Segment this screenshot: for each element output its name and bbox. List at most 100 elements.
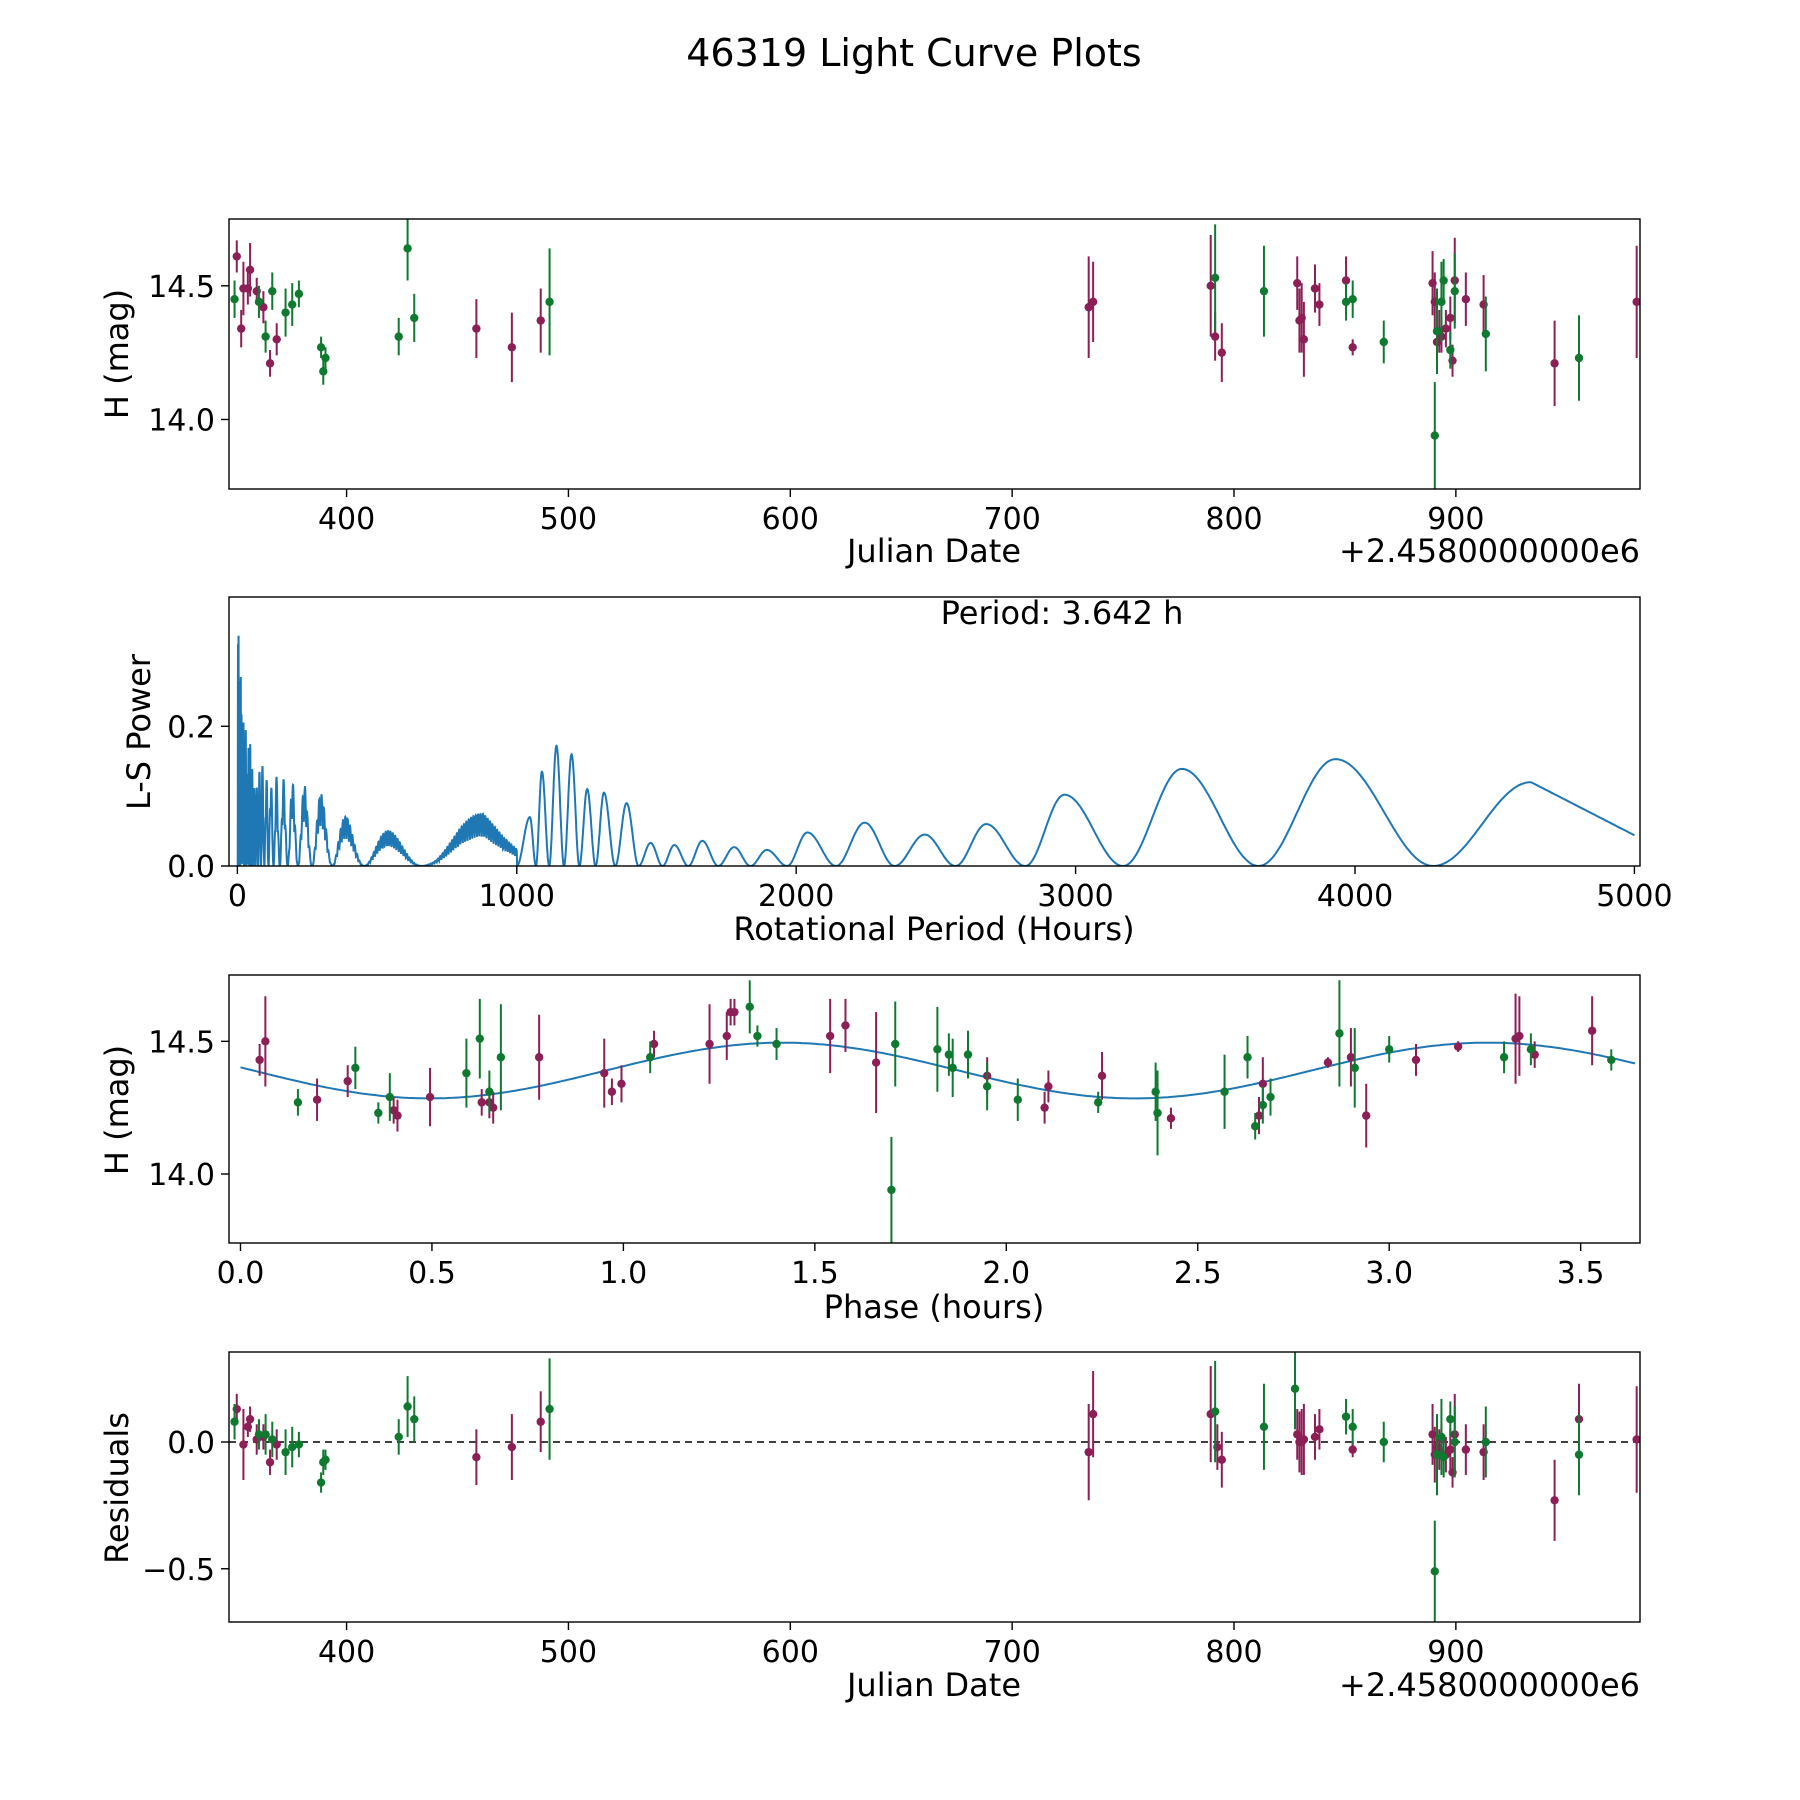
y-tick-label: 14.0 (148, 403, 215, 438)
data-point (425, 1092, 435, 1102)
data-point (1348, 294, 1357, 304)
data-point (385, 1092, 395, 1102)
data-point (1348, 1422, 1357, 1431)
data-point (1350, 1063, 1359, 1073)
lightcurve-ylabel: H (mag) (98, 289, 136, 419)
data-point (261, 332, 270, 341)
data-point (1550, 359, 1559, 368)
data-point (1574, 1450, 1584, 1459)
data-point (1432, 1450, 1442, 1459)
data-point (1499, 1053, 1509, 1062)
phased-xlabel: Phase (hours) (824, 1288, 1045, 1326)
figure-title: 46319 Light Curve Plots (686, 31, 1141, 75)
data-point (1335, 1029, 1344, 1038)
data-point (374, 1108, 383, 1118)
data-point (265, 1458, 275, 1467)
data-point (1432, 327, 1442, 336)
x-tick-label: 2.5 (1174, 1256, 1222, 1291)
data-point (617, 1079, 626, 1088)
data-point (1299, 1435, 1309, 1444)
x-tick-label: 3000 (1037, 879, 1113, 914)
data-point (351, 1063, 360, 1073)
data-point (485, 1087, 494, 1096)
data-point (255, 1055, 264, 1065)
series-g-band (293, 980, 1616, 1243)
data-point (730, 1007, 739, 1017)
x-tick-label: 3.0 (1365, 1256, 1413, 1291)
data-point (1310, 284, 1320, 293)
data-point (1341, 276, 1351, 285)
data-point (545, 1404, 554, 1414)
data-point (1607, 1055, 1616, 1065)
data-point (245, 1414, 255, 1424)
data-point (545, 297, 554, 307)
data-point (887, 1185, 896, 1195)
data-point (1217, 1455, 1227, 1464)
data-point (841, 1021, 850, 1030)
y-tick-label: 0.0 (167, 1426, 215, 1461)
y-tick-label: 14.5 (148, 1025, 215, 1060)
data-point (948, 1063, 957, 1073)
data-point (265, 359, 275, 368)
data-point (1217, 348, 1227, 357)
periodogram-panel: L-S Power Rotational Period (Hours) Peri… (120, 594, 1673, 948)
data-point (1481, 1437, 1491, 1447)
lightcurve-xlabel: Julian Date (845, 532, 1021, 570)
data-point (1430, 1567, 1439, 1576)
data-point (1515, 1031, 1524, 1041)
data-point (1632, 1435, 1640, 1444)
phased-panel: H (mag) Phase (hours) 0.0 0.5 1.0 1.5 2.0 2.5… (98, 974, 1641, 1326)
y-tick-label: −0.5 (142, 1553, 215, 1588)
data-point (1348, 343, 1357, 352)
data-point (1384, 1045, 1394, 1054)
data-point (288, 300, 297, 309)
data-point (891, 1039, 900, 1049)
data-point (1259, 286, 1269, 296)
data-point (825, 1031, 835, 1041)
data-point (963, 1050, 973, 1059)
series-g-band (230, 219, 1584, 489)
y-tick-label: 0.2 (167, 710, 215, 745)
data-point (1323, 1058, 1333, 1067)
lightcurve-panel: H (mag) Julian Date +2.4580000000e6 400 5… (98, 218, 1641, 570)
data-point (281, 308, 290, 317)
x-tick-label: 4000 (1317, 879, 1393, 914)
data-point (1259, 1422, 1269, 1431)
data-point (1266, 1092, 1275, 1102)
data-point (1315, 1425, 1324, 1434)
data-point (1450, 1437, 1459, 1447)
data-point (534, 1053, 544, 1062)
x-tick-label: 1000 (479, 879, 555, 914)
data-point (281, 1447, 290, 1457)
data-point (1526, 1045, 1536, 1054)
y-tick-label: 0.0 (167, 850, 215, 885)
data-point (1362, 1111, 1371, 1120)
data-point (321, 353, 330, 363)
data-point (1093, 1098, 1103, 1107)
data-point (321, 1455, 330, 1464)
data-point (507, 343, 517, 352)
data-point (316, 343, 326, 352)
data-point (232, 252, 241, 261)
data-point (1411, 1055, 1421, 1065)
x-tick-label: 800 (1205, 1635, 1262, 1670)
x-tick-label: 700 (984, 1635, 1041, 1670)
data-point (268, 1435, 277, 1444)
x-tick-label: 2.0 (982, 1256, 1030, 1291)
x-tick-label: 600 (762, 502, 819, 537)
data-point (268, 286, 277, 296)
data-point (1084, 1447, 1093, 1457)
data-point (239, 1440, 248, 1449)
data-point (496, 1053, 506, 1062)
y-tick-label: 14.5 (148, 270, 215, 305)
x-tick-label: 0.0 (217, 1256, 265, 1291)
data-point (1044, 1082, 1053, 1091)
series-r-band (255, 993, 1597, 1148)
x-tick-label: 2000 (758, 879, 834, 914)
data-point (230, 294, 239, 304)
data-point (722, 1031, 731, 1041)
data-point (245, 265, 255, 274)
data-point (1310, 1432, 1320, 1442)
data-point (1430, 431, 1439, 440)
